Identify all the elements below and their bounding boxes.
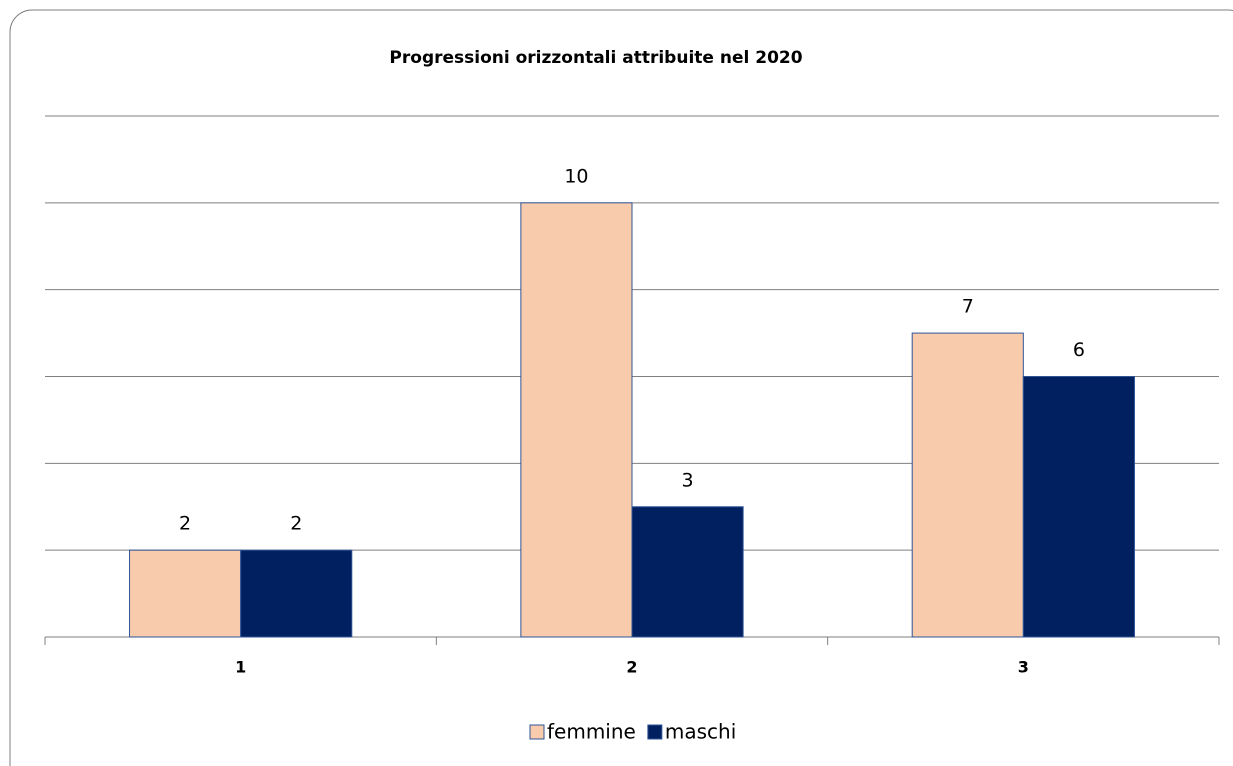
- legend-label: femmine: [547, 720, 636, 744]
- data-label: 6: [1073, 339, 1085, 361]
- legend-label: maschi: [665, 720, 736, 744]
- x-tick-label: 1: [235, 658, 246, 677]
- data-label: 2: [179, 513, 191, 535]
- bar: [240, 549, 353, 638]
- data-label: 10: [564, 165, 588, 187]
- data-label: 7: [962, 296, 974, 318]
- chart-title: Progressioni orizzontali attribuite nel …: [389, 48, 802, 68]
- bar: [1022, 376, 1135, 638]
- bar: [631, 506, 744, 638]
- legend-swatch: [647, 724, 663, 740]
- x-tick-label: 3: [1018, 658, 1029, 677]
- bar: [911, 332, 1024, 638]
- legend-swatch: [529, 724, 545, 740]
- data-label: 2: [290, 513, 302, 535]
- bar: [520, 202, 633, 638]
- data-label: 3: [682, 469, 694, 491]
- bar: [129, 549, 242, 638]
- x-tick-label: 2: [626, 658, 637, 677]
